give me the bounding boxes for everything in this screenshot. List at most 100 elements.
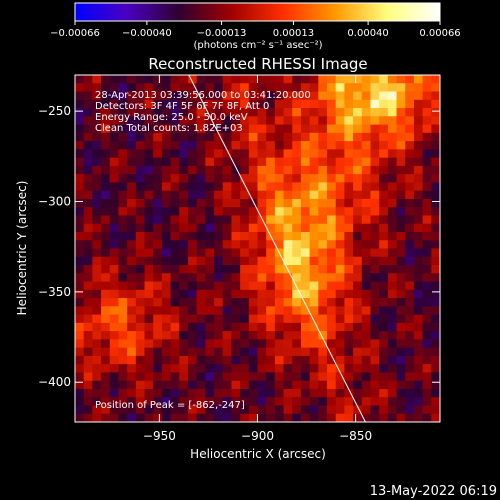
heatmap-cell xyxy=(153,231,163,241)
heatmap-cell xyxy=(266,83,276,93)
heatmap-cell xyxy=(248,331,259,340)
heatmap-cell xyxy=(344,190,354,200)
heatmap-cell xyxy=(387,99,398,109)
heatmap-cell xyxy=(266,322,276,332)
heatmap-cell xyxy=(196,331,206,340)
heatmap-cell xyxy=(75,75,85,84)
heatmap-cell xyxy=(309,149,319,159)
heatmap-cell xyxy=(431,108,440,117)
heatmap-cell xyxy=(153,141,163,150)
heatmap-cell xyxy=(161,174,172,183)
heatmap-cell xyxy=(309,248,319,258)
heatmap-cell xyxy=(387,198,398,208)
heatmap-cell xyxy=(422,289,432,299)
heatmap-cell xyxy=(135,372,146,382)
heatmap-cell xyxy=(318,265,328,274)
heatmap-cell xyxy=(361,124,372,134)
heatmap-cell xyxy=(231,141,241,150)
heatmap-cell xyxy=(283,298,293,307)
heatmap-cell xyxy=(101,248,111,258)
heatmap-cell xyxy=(248,355,259,365)
heatmap-cell xyxy=(83,132,93,142)
heatmap-cell xyxy=(413,91,424,101)
heatmap-cell xyxy=(396,240,406,250)
heatmap-cell xyxy=(257,157,267,167)
heatmap-cell xyxy=(83,405,93,415)
heatmap-cell xyxy=(101,265,111,274)
heatmap-cell xyxy=(187,364,198,374)
heatmap-cell xyxy=(370,99,380,109)
heatmap-cell xyxy=(405,256,415,266)
heatmap-cell xyxy=(292,364,302,374)
heatmap-cell xyxy=(266,157,276,167)
heatmap-cell xyxy=(205,75,215,84)
heatmap-cell xyxy=(231,190,241,200)
heatmap-cell xyxy=(344,240,354,250)
heatmap-cell xyxy=(266,355,276,365)
heatmap-cell xyxy=(353,174,363,183)
heatmap-cell xyxy=(361,182,372,192)
heatmap-cell xyxy=(127,331,137,340)
heatmap-cell xyxy=(370,273,380,283)
heatmap-cell xyxy=(205,347,215,357)
heatmap-cell xyxy=(179,298,189,307)
heatmap-cell xyxy=(431,355,440,365)
heatmap-cell xyxy=(396,306,406,316)
heatmap-cell xyxy=(353,339,363,349)
heatmap-cell xyxy=(274,190,285,200)
heatmap-cell xyxy=(196,83,206,93)
heatmap-cell xyxy=(179,281,189,291)
heatmap-cell xyxy=(353,372,363,382)
heatmap-cell xyxy=(318,339,328,349)
heatmap-cell xyxy=(353,231,363,241)
heatmap-cell xyxy=(413,331,424,340)
heatmap-cell xyxy=(361,116,372,126)
heatmap-cell xyxy=(413,306,424,316)
heatmap-cell xyxy=(187,215,198,225)
heatmap-cell xyxy=(170,397,180,407)
heatmap-cell xyxy=(379,413,389,422)
heatmap-cell xyxy=(127,405,137,415)
heatmap-cell xyxy=(187,405,198,415)
heatmap-cell xyxy=(283,314,293,324)
heatmap-cell xyxy=(92,289,102,299)
heatmap-cell xyxy=(248,190,259,200)
heatmap-cell xyxy=(422,124,432,134)
heatmap-cell xyxy=(327,380,337,390)
heatmap-cell xyxy=(83,413,93,422)
heatmap-cell xyxy=(283,157,293,167)
heatmap-cell xyxy=(109,256,120,266)
heatmap-cell xyxy=(83,83,93,93)
heatmap-cell xyxy=(214,116,224,126)
heatmap-cell xyxy=(153,372,163,382)
heatmap-cell xyxy=(413,364,424,374)
heatmap-cell xyxy=(396,256,406,266)
heatmap-cell xyxy=(222,174,233,183)
heatmap-cell xyxy=(413,198,424,208)
heatmap-cell xyxy=(161,331,172,340)
heatmap-cell xyxy=(361,372,372,382)
heatmap-cell xyxy=(240,231,250,241)
heatmap-cell xyxy=(257,231,267,241)
heatmap-cell xyxy=(283,306,293,316)
heatmap-cell xyxy=(222,141,233,150)
heatmap-cell xyxy=(92,298,102,307)
heatmap-cell xyxy=(144,397,154,407)
heatmap-cell xyxy=(413,124,424,134)
heatmap-cell xyxy=(214,91,224,101)
heatmap-cell xyxy=(413,182,424,192)
heatmap-cell xyxy=(387,331,398,340)
heatmap-cell xyxy=(240,108,250,117)
heatmap-cell xyxy=(257,132,267,142)
heatmap-cell xyxy=(309,265,319,274)
heatmap-cell xyxy=(179,364,189,374)
heatmap-cell xyxy=(127,198,137,208)
heatmap-cell xyxy=(361,207,372,217)
heatmap-cell xyxy=(413,322,424,332)
colorbar-ticks: −0.00066 −0.00040 −0.00013 0.00013 0.00040 0.… xyxy=(50,21,461,39)
heatmap-cell xyxy=(405,248,415,258)
heatmap-cell xyxy=(344,182,354,192)
heatmap-cell xyxy=(187,298,198,307)
heatmap-cell xyxy=(109,165,120,175)
heatmap-cell xyxy=(361,364,372,374)
